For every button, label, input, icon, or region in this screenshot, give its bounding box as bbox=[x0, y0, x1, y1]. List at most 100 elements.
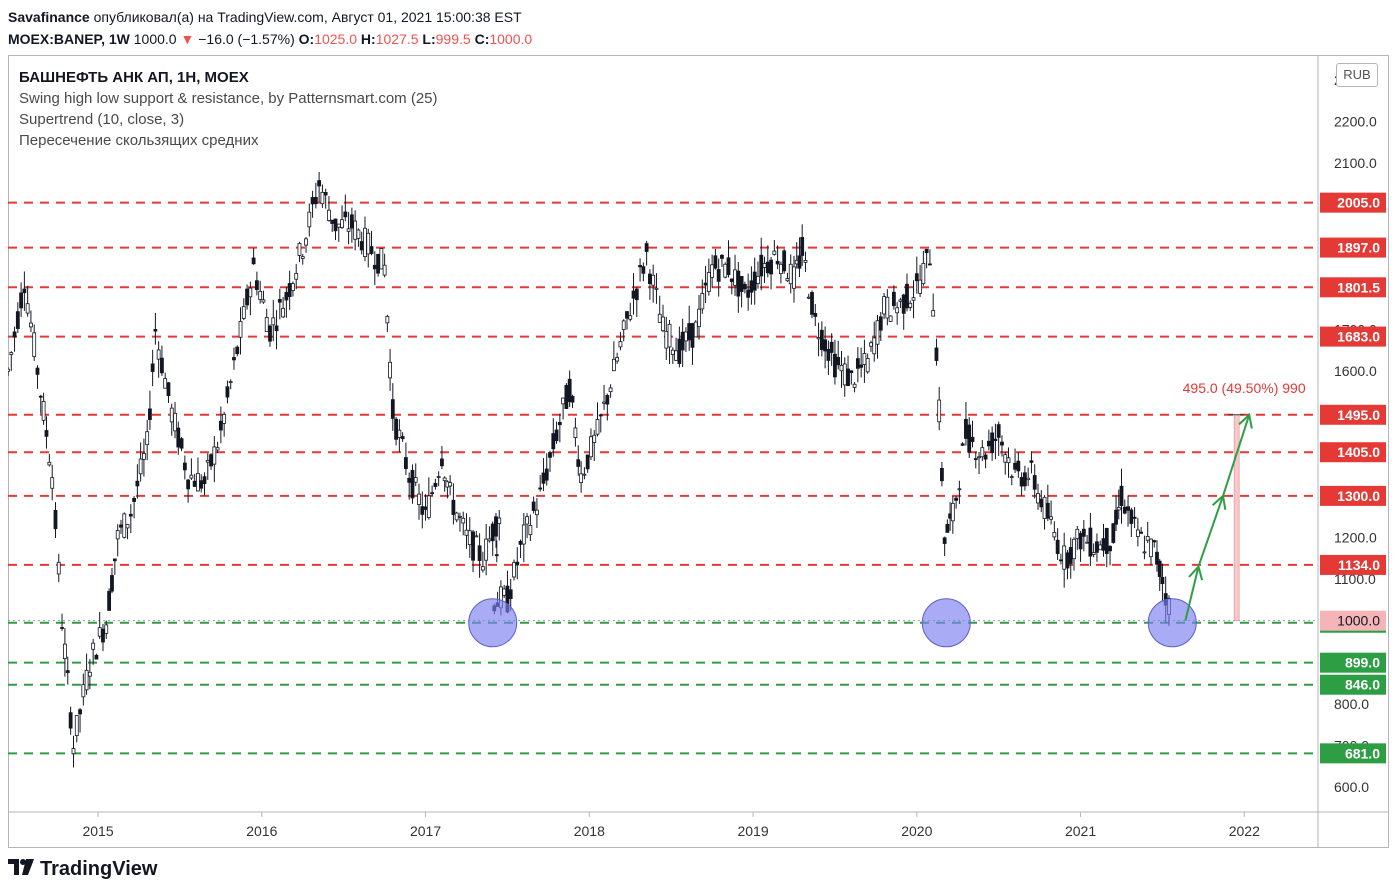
candle-body bbox=[241, 306, 246, 319]
legend-indicator-supertrend[interactable]: Supertrend (10, close, 3) bbox=[19, 111, 185, 128]
candle-body bbox=[749, 280, 754, 293]
x-tick-label: 2018 bbox=[574, 823, 605, 839]
currency-button[interactable]: RUB bbox=[1336, 63, 1378, 87]
candle-body bbox=[531, 501, 536, 511]
candle-body bbox=[924, 248, 929, 254]
candle-body bbox=[35, 367, 40, 375]
candle-body bbox=[615, 357, 620, 362]
candle-body bbox=[84, 669, 89, 691]
candle-body bbox=[1065, 552, 1070, 569]
candle-body bbox=[8, 368, 10, 372]
candle-body bbox=[19, 292, 23, 309]
candle-body bbox=[792, 266, 796, 289]
candle-body bbox=[353, 220, 358, 240]
publish-line: Savafinance опубликовал(а) на TradingVie… bbox=[8, 6, 532, 28]
candle-body bbox=[471, 531, 475, 561]
legend-indicator-swing[interactable]: Swing high low support & resistance, by … bbox=[19, 90, 438, 107]
candle-body bbox=[132, 497, 136, 502]
candle-body bbox=[94, 654, 99, 660]
legend-symbol[interactable]: БАШНЕФТЬ АНК АП, 1Н, MOEX bbox=[19, 69, 249, 86]
close-label: C: bbox=[474, 31, 490, 47]
candle-body bbox=[772, 250, 777, 255]
resistance-level-label: 2005.0 bbox=[1337, 195, 1380, 211]
candle-body bbox=[320, 191, 325, 205]
candle-body bbox=[570, 396, 575, 403]
candle-body bbox=[960, 443, 965, 446]
candle-body bbox=[846, 368, 850, 387]
candle-body bbox=[1119, 485, 1124, 507]
candle-body bbox=[327, 209, 331, 221]
candle-body bbox=[122, 513, 127, 538]
candle-body bbox=[1052, 532, 1057, 538]
legend-indicator-ma-cross[interactable]: Пересечение скользящих средних bbox=[19, 132, 259, 149]
candle-body bbox=[297, 243, 302, 256]
candle-body bbox=[931, 310, 936, 317]
candle-body bbox=[833, 353, 837, 378]
price-chart[interactable]: 600.0700.0800.0900.01000.01100.01200.013… bbox=[8, 55, 1389, 848]
candle-body bbox=[363, 227, 367, 258]
candle-body bbox=[621, 320, 626, 330]
candle-body bbox=[816, 337, 821, 340]
candle-body bbox=[582, 473, 587, 476]
candle-body bbox=[592, 434, 597, 443]
candle-body bbox=[404, 457, 408, 469]
candle-body bbox=[954, 497, 959, 501]
candle-body bbox=[228, 381, 233, 384]
resistance-level-label: 1300.0 bbox=[1337, 488, 1380, 504]
tradingview-logo[interactable]: TradingView bbox=[8, 858, 157, 881]
candle-body bbox=[454, 512, 459, 521]
candle-body bbox=[65, 670, 70, 673]
candle-body bbox=[631, 290, 636, 299]
candles-group bbox=[8, 171, 1171, 768]
candle-body bbox=[842, 363, 847, 386]
candle-body bbox=[648, 273, 652, 285]
candle-body bbox=[12, 331, 17, 338]
candle-body bbox=[684, 331, 688, 342]
resistance-level-label: 1495.0 bbox=[1337, 407, 1380, 423]
candle-body bbox=[1059, 559, 1063, 562]
candle-body bbox=[119, 524, 123, 528]
candle-body bbox=[87, 671, 92, 677]
current-price-label-bg bbox=[1320, 610, 1386, 631]
candle-body bbox=[448, 482, 453, 487]
candle-body bbox=[307, 211, 312, 228]
resistance-level-label: 1897.0 bbox=[1337, 240, 1380, 256]
candle-body bbox=[589, 436, 593, 458]
candle-body bbox=[759, 254, 764, 277]
candle-body bbox=[41, 401, 46, 421]
candle-body bbox=[564, 384, 569, 409]
candle-body bbox=[15, 311, 20, 329]
candle-body bbox=[142, 452, 146, 460]
candle-body bbox=[238, 320, 243, 338]
candle-body bbox=[487, 538, 492, 542]
candle-body bbox=[1045, 502, 1050, 519]
candle-body bbox=[433, 482, 438, 487]
candle-body bbox=[145, 431, 150, 446]
candle-body bbox=[254, 280, 259, 291]
candle-body bbox=[413, 477, 418, 483]
candle-body bbox=[68, 712, 73, 729]
candle-body bbox=[769, 259, 773, 275]
candle-body bbox=[218, 420, 223, 431]
support-touch-circle bbox=[921, 598, 971, 648]
candle-body bbox=[937, 399, 942, 423]
candle-body bbox=[125, 524, 130, 529]
candle-body bbox=[775, 260, 780, 265]
candle-body bbox=[839, 364, 844, 372]
candle-body bbox=[22, 288, 27, 294]
candle-body bbox=[521, 524, 526, 545]
candle-body bbox=[397, 429, 402, 438]
candle-body bbox=[595, 419, 600, 435]
publisher-name[interactable]: Savafinance bbox=[8, 9, 90, 25]
candle-body bbox=[977, 456, 981, 459]
chart-legend: БАШНЕФТЬ АНК АП, 1Н, MOEX Swing high low… bbox=[19, 67, 438, 151]
support-touch-circle bbox=[468, 598, 518, 648]
candle-body bbox=[1075, 528, 1080, 539]
candle-body bbox=[928, 263, 932, 266]
candle-body bbox=[490, 523, 495, 542]
candle-body bbox=[508, 589, 513, 600]
candle-body bbox=[205, 459, 210, 463]
candle-body bbox=[541, 472, 546, 484]
candle-body bbox=[823, 339, 828, 352]
candle-body bbox=[291, 283, 295, 291]
